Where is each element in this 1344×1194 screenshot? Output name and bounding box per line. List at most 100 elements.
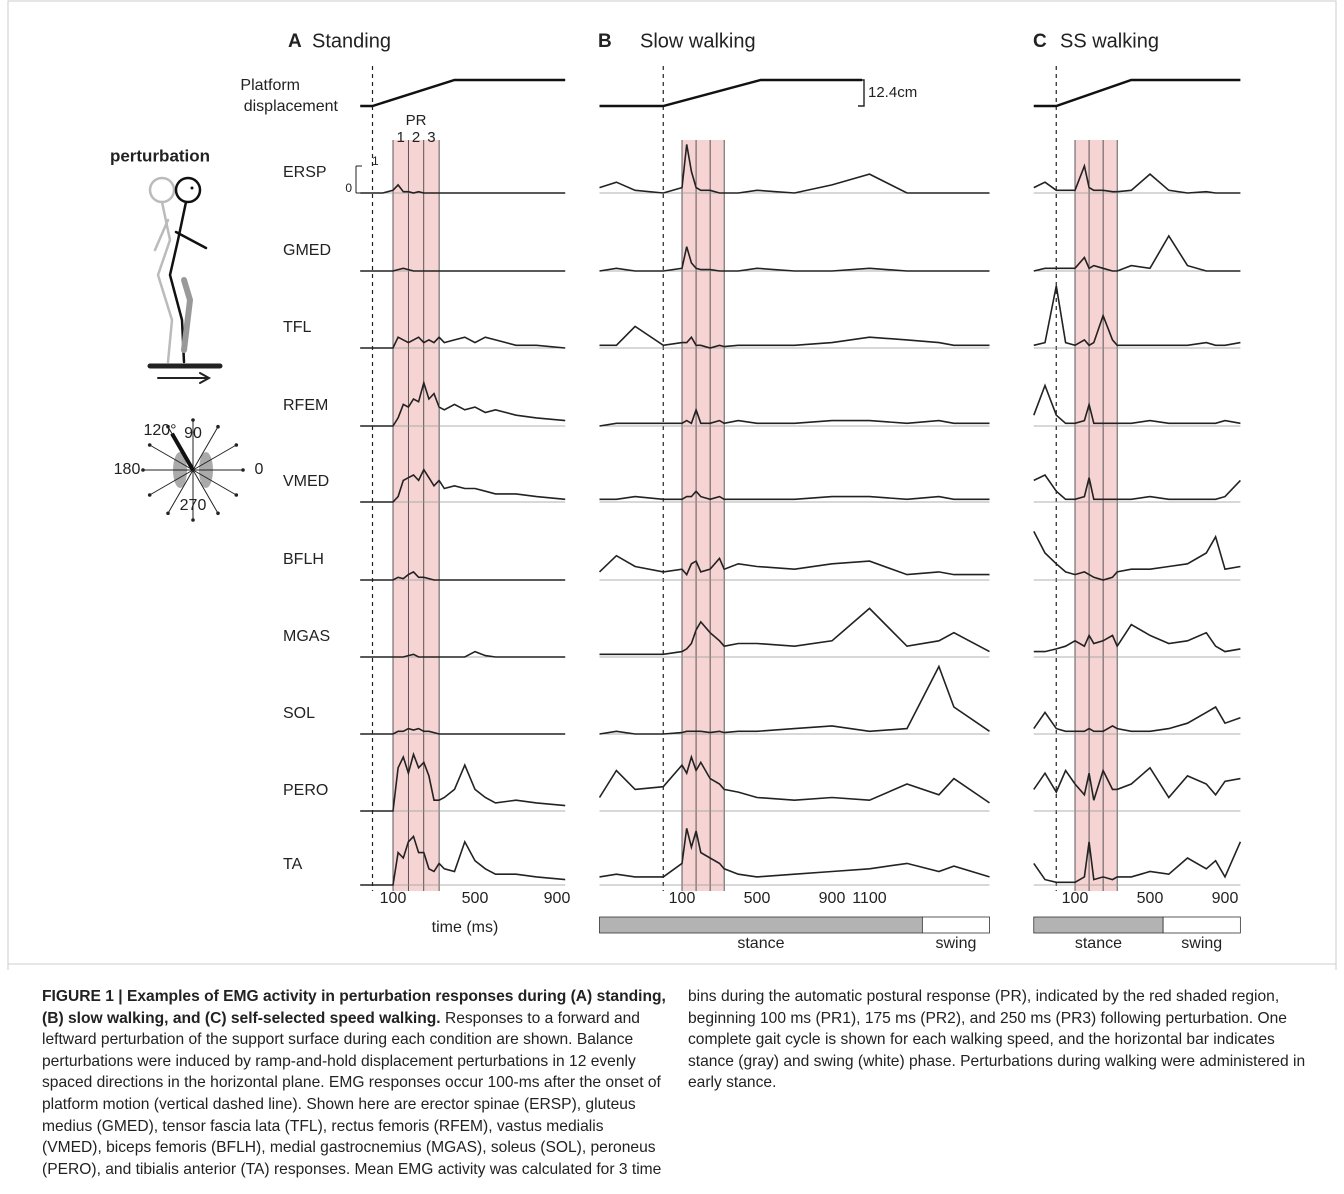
emg-trace [360,570,566,581]
scale-label: 0 [345,181,352,195]
arrow-head [147,493,152,497]
scale-bracket [858,79,865,107]
platform-trace [360,78,566,108]
emg-trace [599,144,990,194]
platform-label: Platform [240,77,300,94]
swing-label: swing [935,935,976,952]
direction-arrow [149,469,194,496]
panel-title: Standing [312,30,391,52]
emg-trace [360,379,566,427]
emg-trace [599,489,990,501]
muscle-label: VMED [283,473,329,490]
pr-bin: 3 [427,129,435,146]
direction-label: 0 [255,461,264,478]
panel-letter: A [288,31,302,52]
x-tick-label: 900 [544,890,571,907]
stance-bar [599,916,923,934]
caption-text: Responses to a forward and leftward pert… [42,988,1306,1178]
perturbation-arrow [170,432,195,471]
emg-trace [360,467,566,503]
pr-label: PR [406,112,427,129]
panel-title: Slow walking [640,30,756,52]
x-tick-label: 1100 [852,890,887,907]
muscle-label: SOL [283,705,315,722]
emg-trace [1033,234,1241,272]
caption: FIGURE 1 | Examples of EMG activity in p… [42,986,1312,1182]
scale-label: 1 [372,154,379,168]
muscle-label: PERO [283,782,328,799]
pr-bin: 2 [412,129,420,146]
emg-trace [599,407,990,427]
emg-trace [1033,841,1242,884]
emg-trace [360,834,566,886]
emg-trace [360,650,566,658]
emg-trace [1033,383,1241,425]
arrow-head [141,468,145,472]
frame [7,0,1337,970]
swing-bar [921,916,990,934]
x-tick-label: 100 [669,890,696,907]
x-tick-label: 500 [462,890,489,907]
pr-region [1075,140,1118,891]
emg-trace [599,607,990,656]
panel-letter: B [598,31,612,52]
x-tick-label: 900 [819,890,846,907]
direction-arrow [192,426,219,471]
emg-trace [1033,766,1241,801]
platform-label: displacement [244,98,339,115]
arrow-head [166,511,170,516]
emg-trace [598,554,990,577]
arrow-head [147,443,152,447]
arrow-head [216,424,220,429]
figure: perturbation 120° 90 180 0 270 Platform displa… [7,0,1337,970]
emg-trace [599,325,990,349]
emg-trace [360,751,566,812]
displacement-scale: 12.4cm [868,84,917,101]
x-tick-label: 500 [1137,890,1164,907]
direction-label: 270 [180,497,207,514]
platform-trace [599,78,862,108]
swing-bar [1162,916,1241,934]
arrow-head [241,468,245,472]
emg-trace [599,664,990,735]
muscle-label: RFEM [283,397,328,414]
emg-trace [360,727,566,735]
platform-trace [1033,78,1241,108]
stance-bar [1033,916,1164,934]
x-tick-label: 100 [380,890,407,907]
arrow-head [234,493,239,497]
muscle-label: MGAS [283,628,330,645]
direction-label: 90 [184,425,202,442]
emg-trace [360,183,566,194]
arrow-head [191,518,195,522]
direction-arrow [192,469,237,496]
muscle-label: GMED [283,242,331,259]
muscle-label: ERSP [283,164,327,181]
stance-label: stance [1075,935,1122,952]
emg-trace [1033,473,1241,501]
direction-arrow [167,469,194,514]
emg-trace [360,336,566,349]
emg-trace [1033,705,1241,733]
arrow-head [191,418,195,422]
emg-trace [598,754,990,804]
caption-title: FIGURE 1 | Examples of EMG activity in p… [42,988,666,1027]
emg-trace [1033,623,1241,653]
arrow-head [234,443,239,447]
swing-label: swing [1181,935,1222,952]
arrow-head [216,511,220,516]
emg-trace [1033,531,1241,581]
emg-trace [360,267,566,272]
pr-region [393,140,440,891]
direction-arrow [192,469,219,514]
x-tick-label: 100 [1062,890,1089,907]
stance-label: stance [737,935,784,952]
direction-label: 180 [114,461,141,478]
perturbation-label: perturbation [110,146,210,165]
panel-title: SS walking [1060,30,1159,52]
direction-arrow [192,444,237,471]
emg-trace [1033,285,1241,347]
direction-label: 120° [143,422,176,439]
arrow-head [166,424,170,429]
